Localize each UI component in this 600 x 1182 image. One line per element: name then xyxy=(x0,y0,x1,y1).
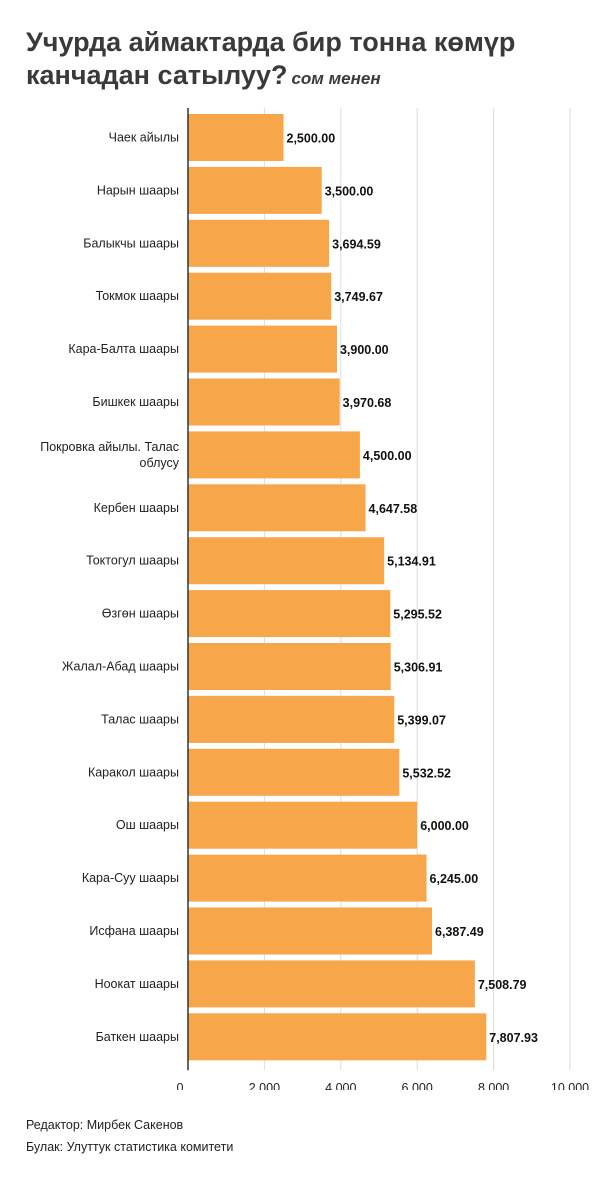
bar xyxy=(188,590,391,638)
title-text: Учурда аймактарда бир тонна көмүр канчад… xyxy=(26,27,516,90)
value-label: 2,500.00 xyxy=(287,132,336,146)
bar xyxy=(188,431,360,479)
bar xyxy=(188,219,330,267)
bar xyxy=(188,484,366,532)
x-axis-ticks: 0 2,000 4,000 6,000 8,000 10,000 xyxy=(177,1081,590,1090)
category-label: Кербен шаары xyxy=(94,501,179,515)
value-label: 3,900.00 xyxy=(340,343,389,357)
bar-chart: Чаек айылы Нарын шаары Балыкчы шаары Токмок… xyxy=(40,108,590,1090)
bar xyxy=(188,801,418,849)
x-tick-label: 2,000 xyxy=(249,1081,280,1090)
x-tick-label: 6,000 xyxy=(402,1081,433,1090)
bar xyxy=(188,907,433,955)
category-label: Балыкчы шаары xyxy=(83,236,179,250)
value-label: 5,295.52 xyxy=(393,608,442,622)
bar xyxy=(188,960,475,1008)
bar xyxy=(188,166,322,214)
bar xyxy=(188,695,395,743)
category-label: Покровка айылы. Талас облусу xyxy=(40,440,180,470)
category-labels: Чаек айылы Нарын шаары Балыкчы шаары Токмок… xyxy=(40,131,180,1044)
category-label: Өзгөн шаары xyxy=(102,607,179,621)
value-label: 3,749.67 xyxy=(334,290,383,304)
bar xyxy=(188,378,340,426)
value-label: 3,970.68 xyxy=(343,396,392,410)
category-label: Талас шаары xyxy=(101,712,179,726)
x-tick-label: 4,000 xyxy=(325,1081,356,1090)
bar xyxy=(188,325,337,373)
value-label: 6,245.00 xyxy=(430,872,479,886)
x-tick-label: 10,000 xyxy=(551,1081,589,1090)
value-label: 7,807.93 xyxy=(489,1031,538,1045)
chart-title: Учурда аймактарда бир тонна көмүр канчад… xyxy=(26,26,586,95)
bar xyxy=(188,1013,487,1061)
category-label: Каракол шаары xyxy=(88,765,179,779)
value-label: 3,694.59 xyxy=(332,237,381,251)
category-label: Ош шаары xyxy=(116,818,179,832)
value-label: 5,134.91 xyxy=(387,555,436,569)
value-label: 6,000.00 xyxy=(420,819,469,833)
x-tick-label: 0 xyxy=(177,1081,184,1090)
value-label: 6,387.49 xyxy=(435,925,484,939)
category-label: Баткен шаары xyxy=(96,1030,179,1044)
value-label: 4,647.58 xyxy=(369,502,418,516)
category-label: Кара-Суу шаары xyxy=(82,871,179,885)
bar xyxy=(188,537,385,585)
value-label: 5,399.07 xyxy=(397,713,446,727)
value-label: 7,508.79 xyxy=(478,978,527,992)
bar xyxy=(188,272,332,320)
category-label: Жалал-Абад шаары xyxy=(62,660,179,674)
category-label: Нарын шаары xyxy=(97,183,179,197)
editor-credit: Редактор: Мирбек Сакенов xyxy=(26,1118,184,1132)
value-label: 5,306.91 xyxy=(394,661,443,675)
bar xyxy=(188,748,400,796)
value-label: 4,500.00 xyxy=(363,449,412,463)
bar xyxy=(188,643,391,690)
category-label: Токтогул шаары xyxy=(86,554,179,568)
chart-subtitle: сом менен xyxy=(291,69,381,88)
category-label: Кара-Балта шаары xyxy=(68,342,179,356)
bars xyxy=(188,114,487,1061)
category-label: Токмок шаары xyxy=(96,289,179,303)
x-tick-label: 8,000 xyxy=(478,1081,509,1090)
category-label: Исфана шаары xyxy=(89,924,179,938)
bar xyxy=(188,114,284,161)
value-label: 3,500.00 xyxy=(325,184,374,198)
value-label: 5,532.52 xyxy=(402,766,451,780)
bar xyxy=(188,854,427,902)
source-credit: Булак: Улуттук статистика комитети xyxy=(26,1140,234,1154)
value-labels: 2,500.00 3,500.00 3,694.59 3,749.67 3,900.00… xyxy=(287,132,538,1045)
category-label: Ноокат шаары xyxy=(95,977,179,991)
category-label: Чаек айылы xyxy=(109,131,179,145)
category-label: Бишкек шаары xyxy=(92,395,179,409)
